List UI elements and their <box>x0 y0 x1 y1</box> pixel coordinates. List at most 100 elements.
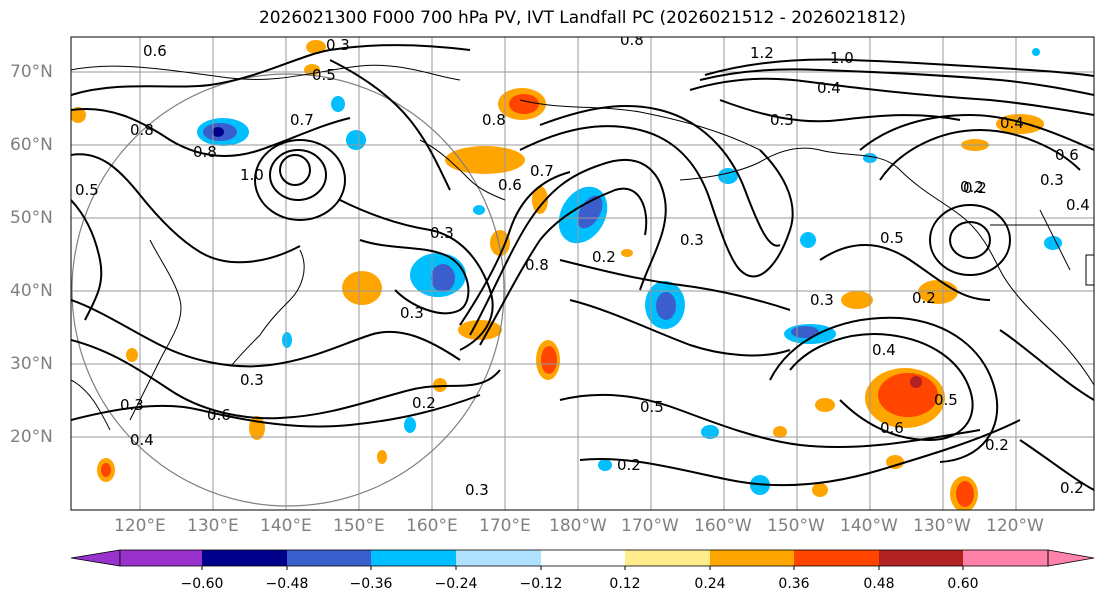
colorbar-segment <box>879 550 963 566</box>
colorbar-tick-label: −0.60 <box>180 576 224 592</box>
graticule <box>71 37 1094 510</box>
colorbar-segment <box>120 550 202 566</box>
positive-anomaly-blob <box>498 88 546 120</box>
pv-contours <box>71 44 1094 491</box>
lat-label: 70°N <box>10 62 53 82</box>
colorbar-tick-label: 0.48 <box>863 576 895 592</box>
contour-label: 0.6 <box>498 176 522 194</box>
colorbar-low-arrow <box>70 549 121 567</box>
colorbar-tick-label: 0.24 <box>694 576 726 592</box>
lon-label: 150°W <box>767 516 825 536</box>
contour-label: 0.6 <box>143 42 167 60</box>
contour-label: 0.3 <box>326 36 350 54</box>
negative-anomaly-blob <box>197 118 249 146</box>
colorbar-tick-label: 0.12 <box>609 576 641 592</box>
contour-label: 0.3 <box>240 371 264 389</box>
contour-label: 0.2 <box>963 179 987 197</box>
contour-label: 0.3 <box>1040 171 1064 189</box>
colorbar-tick-label: −0.48 <box>265 576 309 592</box>
contour-label: 0.2 <box>985 436 1009 454</box>
lat-label: 20°N <box>10 427 53 447</box>
contour-label: 0.3 <box>120 396 144 414</box>
contour-labels: 0.3 0.5 0.6 0.8 1.0 1.2 1.0 0.4 0.7 0.3 … <box>75 31 1090 499</box>
contour-label: 0.8 <box>525 256 549 274</box>
contour-label: 0.6 <box>1055 146 1079 164</box>
contour-label: 0.4 <box>1066 196 1090 214</box>
contour-label: 0.2 <box>617 456 641 474</box>
lon-label: 140°E <box>260 516 312 536</box>
lon-label: 130°W <box>913 516 971 536</box>
positive-anomaly-blob <box>97 458 115 482</box>
lon-label: 150°E <box>333 516 385 536</box>
contour-label: 0.5 <box>75 181 99 199</box>
contour-label: 0.2 <box>912 289 936 307</box>
contour-label: 1.2 <box>750 44 774 62</box>
contour-label: 0.8 <box>482 111 506 129</box>
positive-anomaly-blob <box>841 291 873 309</box>
colorbar-segment <box>625 550 710 566</box>
contour-label: 0.6 <box>880 419 904 437</box>
contour-label: 0.5 <box>640 398 664 416</box>
colorbar-segment <box>287 550 371 566</box>
contour-label: 0.8 <box>620 31 644 49</box>
colorbar-segment <box>963 550 1048 566</box>
shading-layer <box>71 40 1062 510</box>
contour-label: 0.5 <box>880 229 904 247</box>
colorbar-tick-label: −0.36 <box>349 576 393 592</box>
colorbar-tick-label: 0.60 <box>947 576 979 592</box>
contour-label: 0.3 <box>680 231 704 249</box>
colorbar-segment <box>710 550 794 566</box>
contour-label: 0.3 <box>810 291 834 309</box>
colorbar-segment <box>794 550 879 566</box>
lon-label: 130°E <box>187 516 239 536</box>
lon-label: 170°E <box>479 516 531 536</box>
lon-label: 140°W <box>840 516 898 536</box>
colorbar-tick-label: 0.36 <box>778 576 810 592</box>
negative-anomaly-blob <box>410 253 466 297</box>
contour-label: 0.2 <box>1060 479 1084 497</box>
contour-label: 0.3 <box>430 224 454 242</box>
colorbar-outline <box>119 549 1049 567</box>
contour-label: 0.8 <box>130 121 154 139</box>
contour-label: 0.4 <box>1000 114 1024 132</box>
lon-label: 170°W <box>621 516 679 536</box>
contour-label: 1.0 <box>830 49 854 67</box>
negative-anomaly-blob <box>784 324 836 344</box>
lat-label: 50°N <box>10 208 53 228</box>
lon-label: 160°W <box>694 516 752 536</box>
contour-label: 0.4 <box>130 431 154 449</box>
colorbar-segment <box>371 550 456 566</box>
positive-anomaly-blob <box>950 476 978 510</box>
colorbar-segment <box>541 550 625 566</box>
colorbar-segment <box>202 550 287 566</box>
negative-anomaly-blob <box>645 281 685 329</box>
positive-anomaly-blob <box>490 230 510 256</box>
map-title: 2026021300 F000 700 hPa PV, IVT Landfall… <box>258 8 906 28</box>
colorbar-high-arrow <box>1047 549 1095 567</box>
colorbar-segment <box>456 550 541 566</box>
lon-label: 160°E <box>406 516 458 536</box>
positive-anomaly-blob <box>536 340 560 380</box>
lon-label: 180°W <box>549 516 607 536</box>
positive-anomaly-blob <box>445 146 525 174</box>
colorbar <box>70 549 1095 570</box>
contour-label: 0.2 <box>960 178 984 196</box>
positive-anomaly-blob <box>126 348 138 362</box>
contour-label: 0.3 <box>400 304 424 322</box>
contour-label: 0.2 <box>592 248 616 266</box>
contour-label: 0.4 <box>872 341 896 359</box>
lon-label: 120°E <box>114 516 166 536</box>
lat-label: 30°N <box>10 354 53 374</box>
lat-label: 60°N <box>10 135 53 155</box>
contour-label: 0.5 <box>312 66 336 84</box>
contour-label: 0.3 <box>465 481 489 499</box>
positive-anomaly-blob <box>865 368 945 428</box>
contour-label: 0.5 <box>934 391 958 409</box>
contour-label: 0.7 <box>530 162 554 180</box>
contour-label: 0.4 <box>817 79 841 97</box>
lon-label: 120°W <box>986 516 1044 536</box>
positive-anomaly-blob <box>71 107 904 497</box>
colorbar-tick-label: −0.24 <box>434 576 478 592</box>
contour-label: 0.2 <box>412 394 436 412</box>
